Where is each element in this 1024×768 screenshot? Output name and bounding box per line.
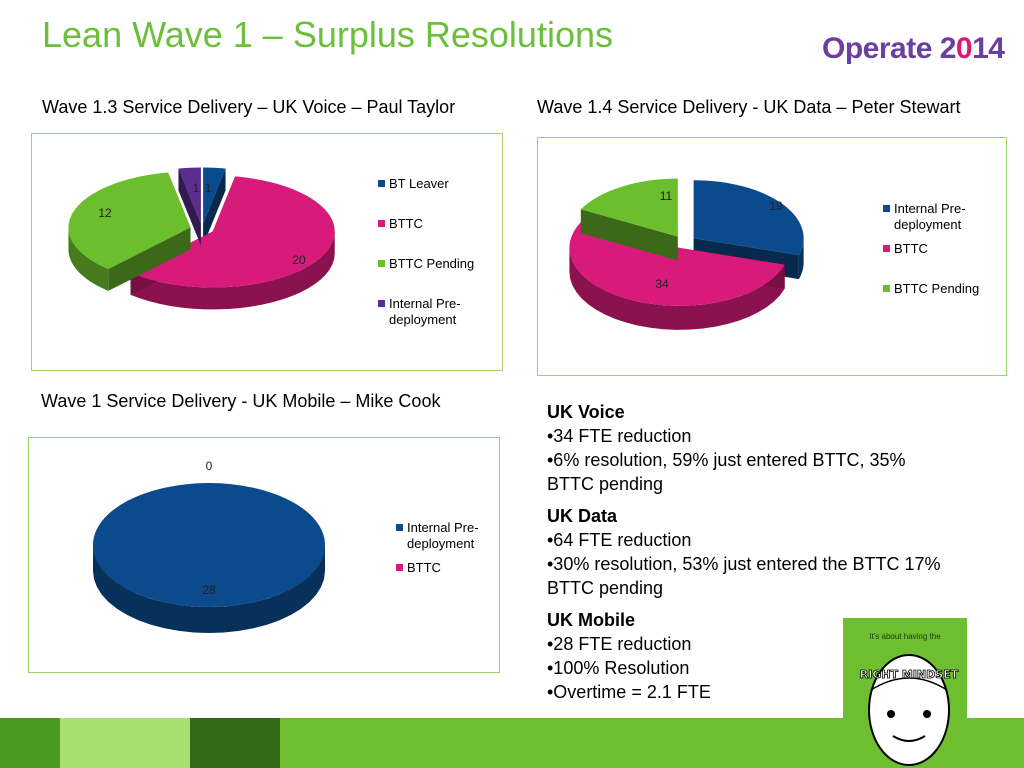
summary-group-mobile: UK Mobile •28 FTE reduction •100% Resolu…: [547, 608, 957, 704]
legend-item: BT Leaver: [378, 176, 488, 192]
heading-uk-mobile: Wave 1 Service Delivery - UK Mobile – Mi…: [41, 391, 441, 411]
pie-chart-uk-voice: 1 20 12 1: [68, 167, 335, 310]
legend-label: BTTC: [389, 216, 423, 231]
legend-label: BTTC: [894, 241, 928, 256]
logo-text-accent: 0: [955, 32, 973, 65]
pie-slice-internal-pre-deployment: [93, 483, 325, 633]
operate-2014-logo: Operate 2014: [822, 32, 1005, 66]
pie-slice-bttc-pending: [580, 178, 678, 261]
pie-value-label: 20: [292, 253, 306, 267]
footer-block: [190, 718, 280, 768]
legend-label: BTTC Pending: [894, 281, 980, 296]
legend-uk-data: Internal Pre- deployment BTTC BTTC Pending: [883, 201, 1003, 311]
legend-item: BTTC: [378, 216, 488, 232]
summary-line: •64 FTE reduction: [547, 530, 692, 550]
summary-line: •30% resolution, 53% just entered the BT…: [547, 554, 941, 598]
right-mindset-card: It's about having the RIGHT MINDSET: [843, 618, 967, 768]
pie-slice-internal-pre-deployment: [178, 167, 201, 246]
summary-text: UK Voice •34 FTE reduction •6% resolutio…: [547, 400, 957, 712]
pie-value-label: 1: [205, 181, 212, 195]
pie-value-label: 11: [660, 189, 673, 203]
legend-label: BT Leaver: [389, 176, 449, 191]
summary-group-voice: UK Voice •34 FTE reduction •6% resolutio…: [547, 400, 957, 496]
summary-heading: UK Mobile: [547, 610, 635, 630]
pie-value-label: 28: [202, 583, 216, 597]
heading-uk-data: Wave 1.4 Service Delivery - UK Data – Pe…: [537, 97, 961, 117]
legend-swatch: [378, 260, 385, 267]
summary-line: •6% resolution, 59% just entered BTTC, 3…: [547, 450, 906, 494]
pie-slice-side: [798, 238, 804, 280]
legend-uk-voice: BT Leaver BTTC BTTC Pending Internal Pre- d…: [378, 176, 498, 336]
legend-item: Internal Pre- deployment: [378, 296, 488, 328]
summary-line: •28 FTE reduction: [547, 634, 692, 654]
pie-slice-top: [130, 176, 335, 288]
pie-slice-top: [178, 167, 201, 224]
pie-value-label: 0: [206, 459, 213, 473]
legend-item: Internal Pre- deployment: [883, 201, 993, 233]
pie-slice-edge: [178, 168, 201, 246]
slide-title: Lean Wave 1 – Surplus Resolutions: [42, 14, 613, 55]
pie-value-label: 19: [769, 199, 783, 213]
pie-value-label: 12: [98, 206, 112, 220]
heading-uk-voice: Wave 1.3 Service Delivery – UK Voice – P…: [42, 97, 456, 117]
legend-label: Internal Pre- deployment: [894, 201, 966, 232]
footer-block: [0, 718, 60, 768]
legend-label: BTTC: [407, 560, 441, 575]
legend-label: Internal Pre- deployment: [389, 296, 461, 327]
summary-line: •Overtime = 2.1 FTE: [547, 682, 711, 702]
legend-item: BTTC: [883, 241, 993, 257]
pie-slice-side: [130, 231, 335, 310]
legend-swatch: [396, 564, 403, 571]
legend-label: BTTC Pending: [389, 256, 475, 271]
pie-chart-uk-mobile: 28 0: [93, 459, 325, 633]
mindset-word: RIGHT MINDSET: [860, 668, 959, 681]
legend-item: BTTC: [396, 560, 506, 576]
legend-swatch: [378, 180, 385, 187]
legend-item: BTTC Pending: [378, 256, 488, 272]
pie-slice-top: [693, 180, 804, 256]
footer-block: [60, 718, 190, 768]
chart-uk-voice: 1 20 12 1 BT Leaver BTTC BTTC Pending Internal…: [31, 133, 503, 371]
summary-heading: UK Voice: [547, 402, 625, 422]
pie-slice-side: [569, 247, 785, 330]
mindset-caption: It's about having the: [869, 632, 941, 641]
pie-slice-side: [68, 227, 109, 291]
legend-swatch: [378, 300, 385, 307]
pie-slice-bttc-pending: [68, 172, 191, 291]
pie-slice-bttc: [130, 176, 335, 310]
pie-slice-top: [580, 178, 678, 237]
legend-label: Internal Pre- deployment: [407, 520, 479, 551]
pie-slice-edge: [108, 227, 191, 291]
legend-swatch: [396, 524, 403, 531]
legend-item: Internal Pre- deployment: [396, 520, 506, 552]
pie-slice-top: [203, 167, 226, 224]
pie-slice-bt-leaver: [203, 167, 226, 246]
chart-uk-data: 19 34 11 Internal Pre- deployment BTTC BTTC …: [537, 137, 1007, 376]
pie-slice-edge: [580, 209, 678, 261]
chart-uk-mobile: 28 0 Internal Pre- deployment BTTC: [28, 437, 500, 673]
pie-slice-top: [68, 172, 191, 269]
pie-value-label: 34: [655, 277, 669, 291]
summary-group-data: UK Data •64 FTE reduction •30% resolutio…: [547, 504, 957, 600]
mindset-head-illustration: RIGHT MINDSET: [859, 654, 959, 766]
pie-value-label: 1: [193, 181, 200, 195]
logo-text-end: 14: [972, 32, 1005, 65]
legend-swatch: [883, 245, 890, 252]
pie-slice-side: [93, 545, 325, 633]
legend-swatch: [378, 220, 385, 227]
legend-item: BTTC Pending: [883, 281, 993, 297]
pie-chart-uk-data: 19 34 11: [569, 178, 804, 330]
logo-text-main: Operate 2: [822, 32, 956, 65]
legend-swatch: [883, 285, 890, 292]
summary-heading: UK Data: [547, 506, 618, 526]
legend-swatch: [883, 205, 890, 212]
summary-line: •100% Resolution: [547, 658, 690, 678]
summary-line: •34 FTE reduction: [547, 426, 692, 446]
pie-slice-top: [93, 483, 325, 607]
pie-slice-edge: [203, 168, 226, 246]
legend-uk-mobile: Internal Pre- deployment BTTC: [396, 520, 496, 590]
